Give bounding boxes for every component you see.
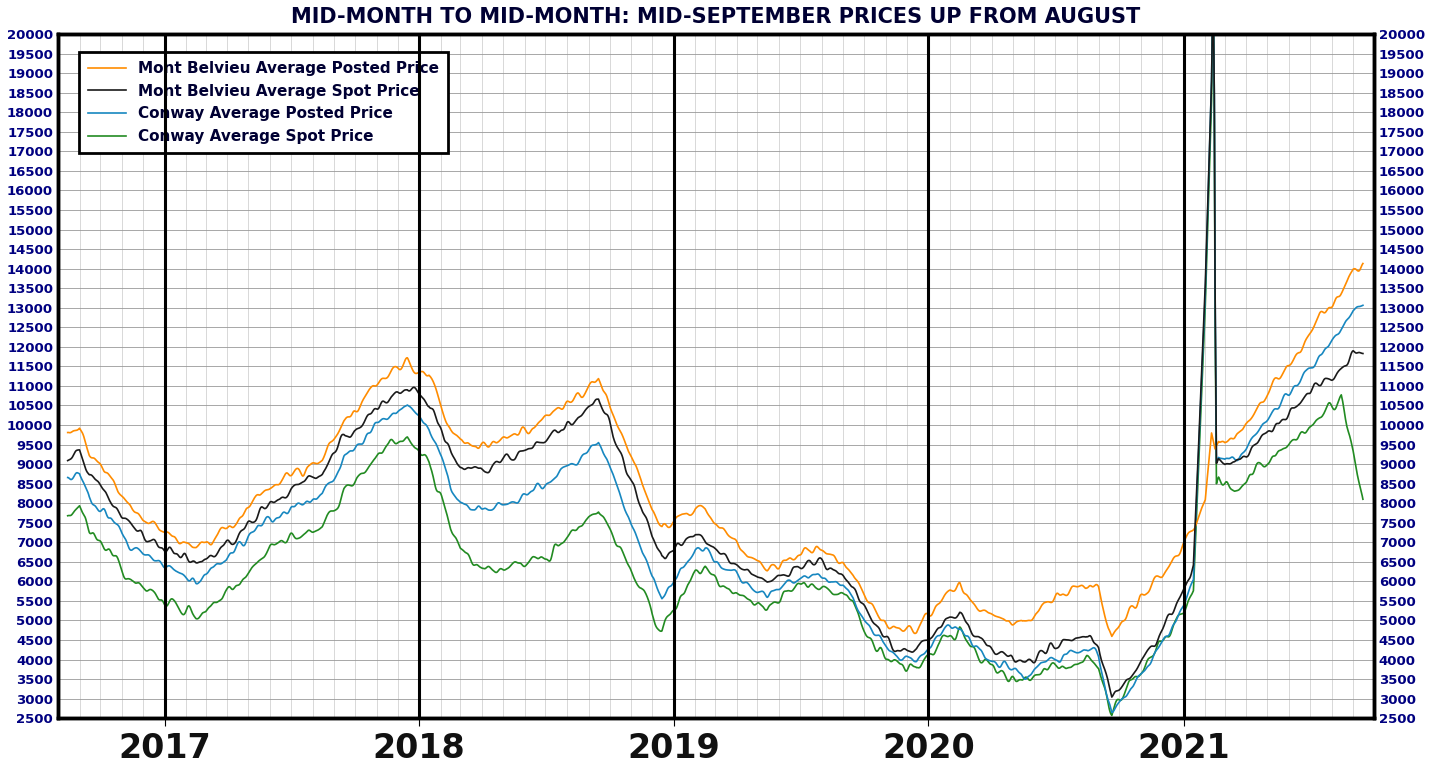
Line: Mont Belvieu Average Spot Price: Mont Belvieu Average Spot Price [67, 34, 1363, 697]
Legend: Mont Belvieu Average Posted Price, Mont Belvieu Average Spot Price, Conway Avera: Mont Belvieu Average Posted Price, Mont … [79, 52, 448, 153]
Line: Mont Belvieu Average Posted Price: Mont Belvieu Average Posted Price [67, 263, 1363, 636]
Line: Conway Average Spot Price: Conway Average Spot Price [67, 34, 1363, 716]
Title: MID-MONTH TO MID-MONTH: MID-SEPTEMBER PRICES UP FROM AUGUST: MID-MONTH TO MID-MONTH: MID-SEPTEMBER PR… [291, 7, 1141, 27]
Line: Conway Average Posted Price: Conway Average Posted Price [67, 34, 1363, 713]
